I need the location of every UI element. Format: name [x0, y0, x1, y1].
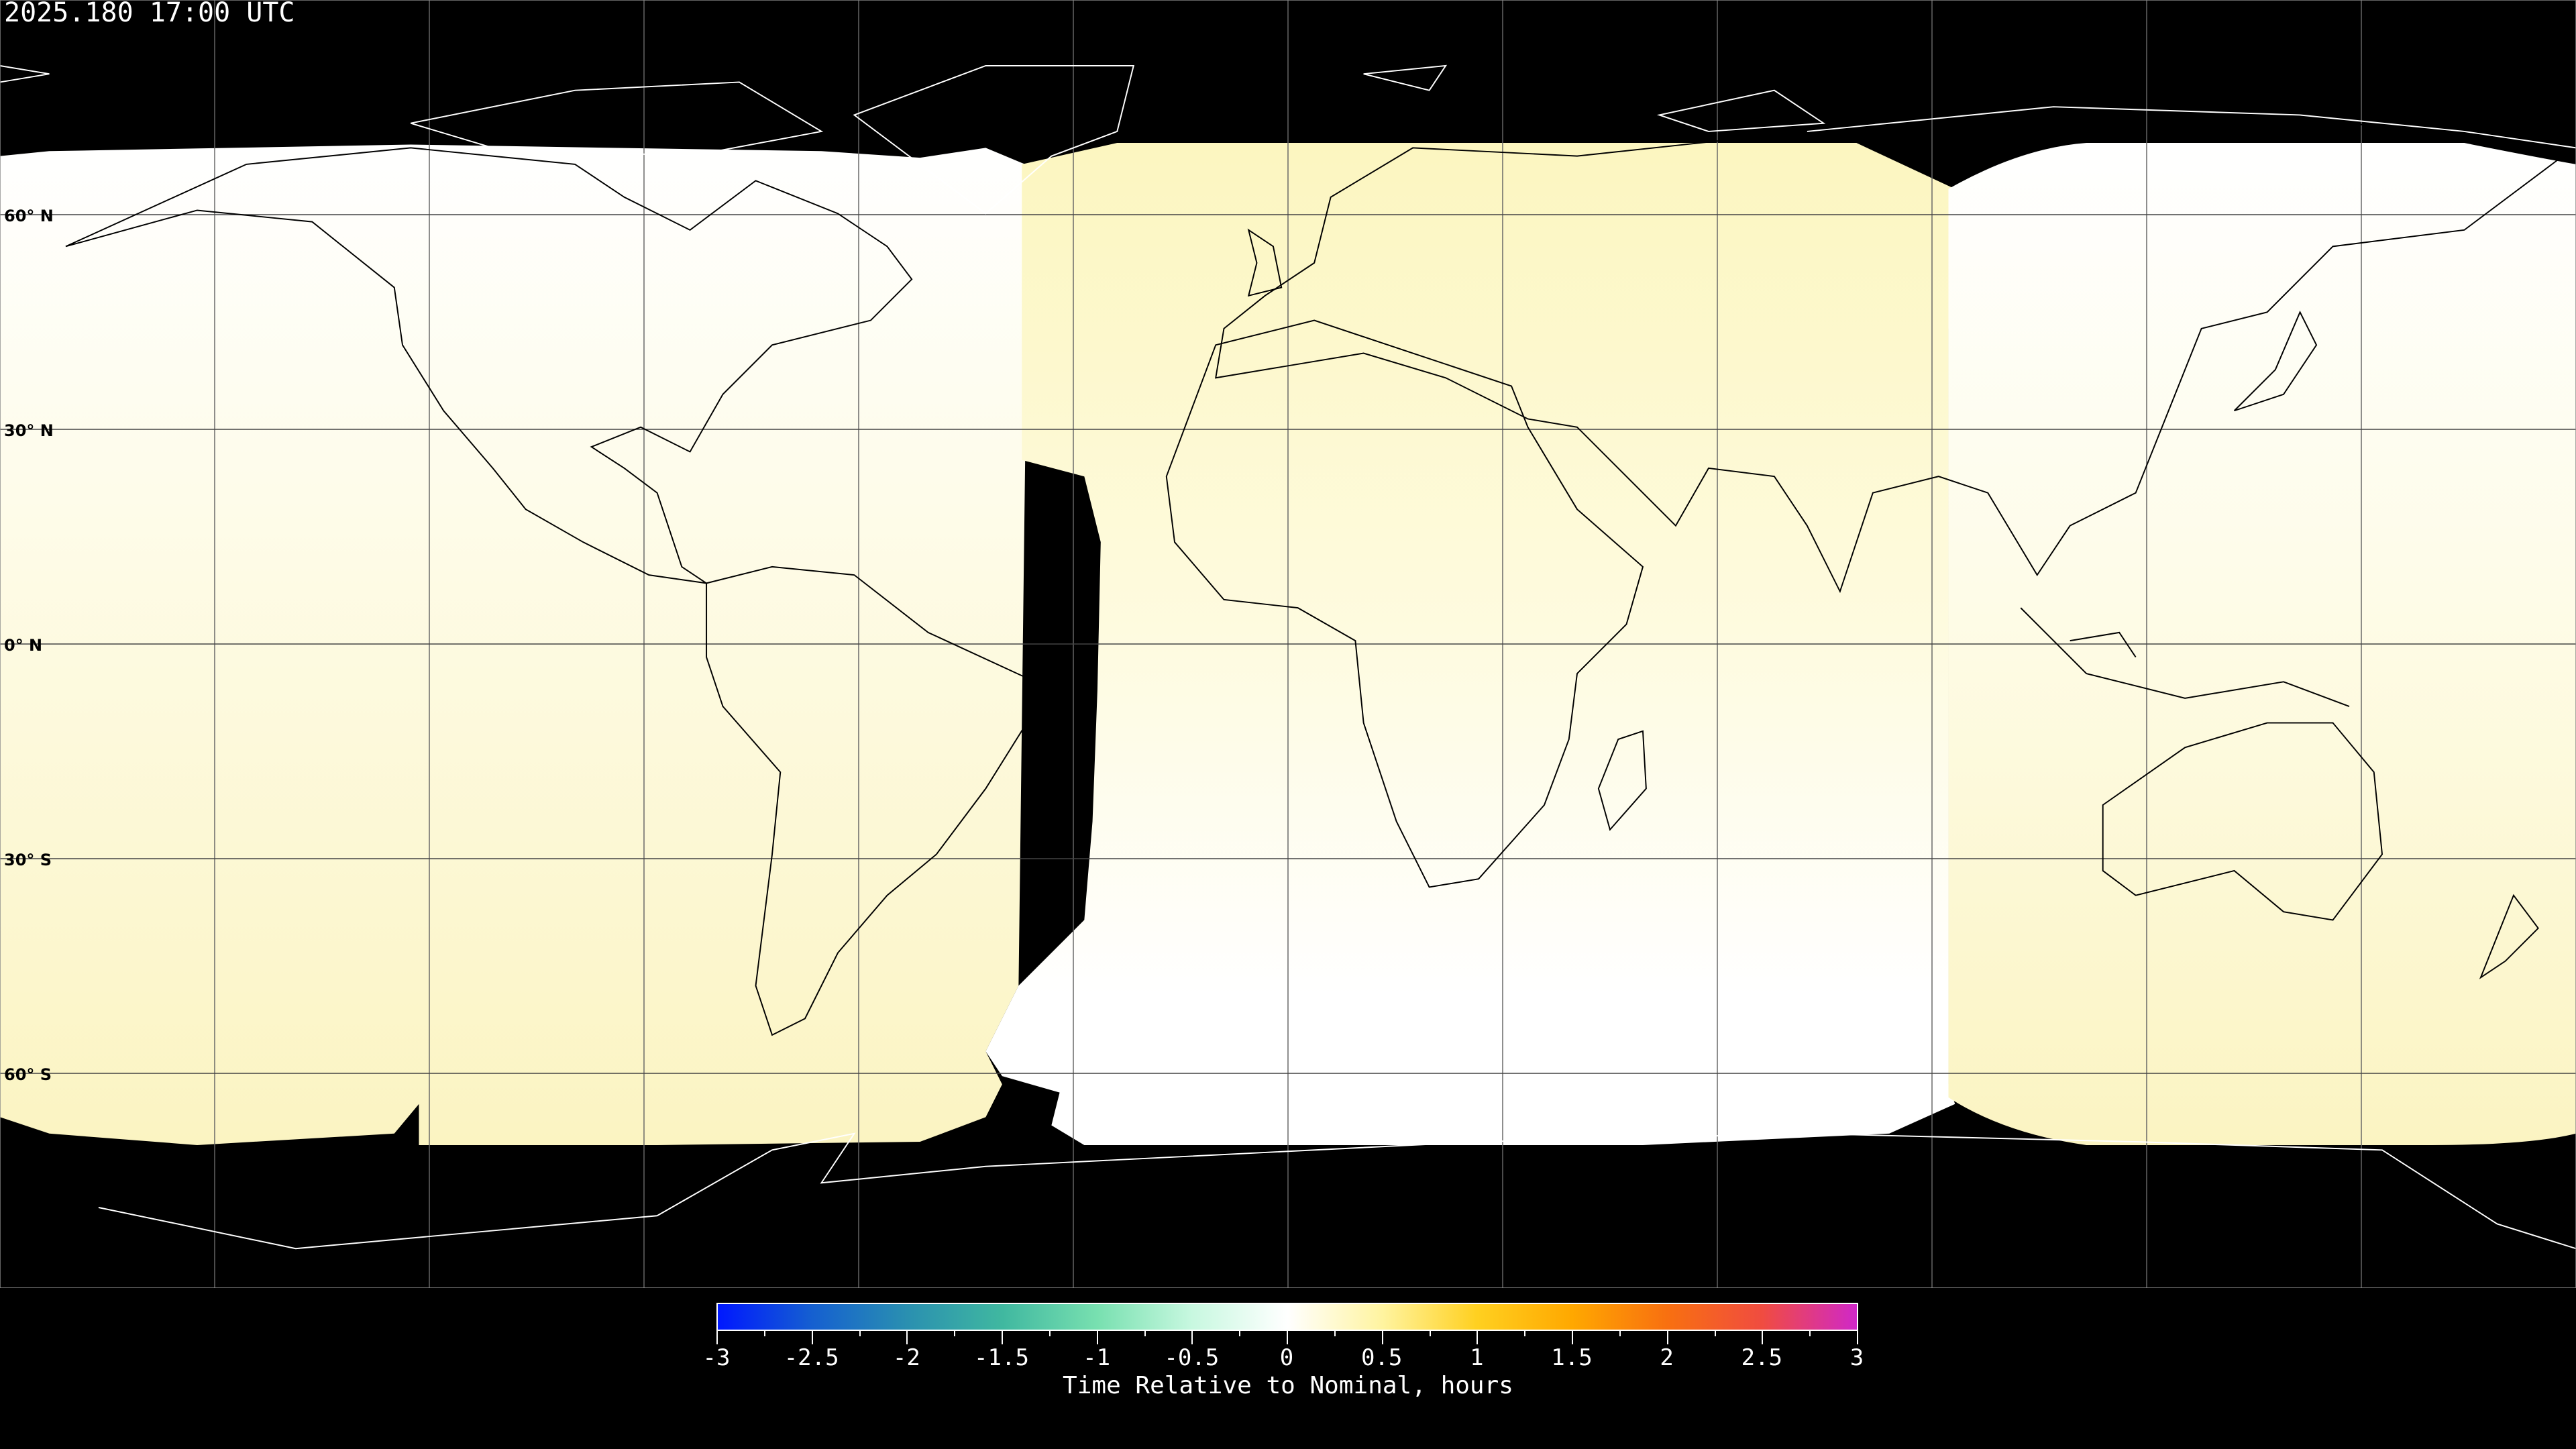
coast-siberia-north	[1807, 106, 2576, 149]
coast-indonesia	[2020, 607, 2350, 707]
colorbar-minor-tick	[1619, 1331, 1621, 1336]
colorbar-minor-tick	[1144, 1331, 1146, 1336]
colorbar	[716, 1303, 1858, 1331]
lat-label-60n: 60° N	[4, 207, 54, 225]
colorbar-major-tick	[906, 1331, 908, 1344]
colorbar-major-tick	[1666, 1331, 1668, 1344]
colorbar-tick-label: 1	[1470, 1344, 1484, 1371]
colorbar-major-tick	[1287, 1331, 1288, 1344]
colorbar-tick-label: -2	[892, 1344, 920, 1371]
timestamp-title: 2025.180 17:00 UTC	[4, 0, 295, 28]
lat-label-0: 0° N	[4, 636, 43, 655]
colorbar-tick-label: -1.5	[974, 1344, 1029, 1371]
colorbar-major-tick	[1002, 1331, 1003, 1344]
colorbar-tick-label: 3	[1849, 1344, 1864, 1371]
colorbar-minor-tick	[1049, 1331, 1051, 1336]
colorbar-minor-tick	[763, 1331, 765, 1336]
colorbar-tick-label: 2	[1660, 1344, 1674, 1371]
colorbar-minor-tick	[1429, 1331, 1431, 1336]
coastlines	[65, 106, 2565, 1036]
colorbar-major-tick	[716, 1331, 718, 1344]
colorbar-minor-tick	[1239, 1331, 1241, 1336]
graticule	[0, 0, 2576, 1288]
colorbar-minor-tick	[1334, 1331, 1336, 1336]
colorbar-minor-tick	[1714, 1331, 1716, 1336]
colorbar-major-tick	[1477, 1331, 1479, 1344]
colorbar-tick-label: -0.5	[1164, 1344, 1220, 1371]
colorbar-major-tick	[811, 1331, 813, 1344]
colorbar-tick-label: 0.5	[1360, 1344, 1403, 1371]
colorbar-minor-tick	[1524, 1331, 1526, 1336]
colorbar-major-tick	[1857, 1331, 1858, 1344]
coast-africa	[1165, 319, 1644, 888]
world-map	[0, 0, 2576, 1288]
coastlines-polar	[0, 64, 2576, 1250]
lat-label-30n: 30° N	[4, 421, 54, 440]
colorbar-title: Time Relative to Nominal, hours	[1063, 1372, 1513, 1399]
coast-new-zealand	[2479, 894, 2539, 979]
coast-north-america	[65, 147, 913, 584]
colorbar-tick-label: -1	[1083, 1344, 1111, 1371]
coast-uk	[1247, 228, 1283, 297]
coast-greenland	[853, 64, 1135, 215]
colorbar-tick-label: -2.5	[784, 1344, 839, 1371]
lat-label-60s: 60° S	[4, 1065, 52, 1084]
colorbar-minor-tick	[1809, 1331, 1811, 1336]
colorbar-tick-label: -3	[702, 1344, 731, 1371]
coast-antarctica	[98, 1132, 2576, 1250]
colorbar-major-tick	[1191, 1331, 1193, 1344]
colorbar-tick-label: 0	[1279, 1344, 1294, 1371]
coast-south-america	[706, 566, 1036, 1036]
coast-eurasia	[1215, 106, 2565, 594]
lat-label-30s: 30° S	[4, 851, 52, 869]
colorbar-minor-tick	[859, 1331, 861, 1336]
colorbar-major-tick	[1381, 1331, 1383, 1344]
coast-australia	[2102, 722, 2383, 921]
colorbar-major-tick	[1096, 1331, 1098, 1344]
colorbar-tick-label: 1.5	[1551, 1344, 1593, 1371]
data-region-west	[0, 144, 1026, 1145]
colorbar-major-tick	[1572, 1331, 1573, 1344]
colorbar-tick-label: 2.5	[1741, 1344, 1783, 1371]
coast-arctic-islands	[0, 64, 1826, 157]
colorbar-ticks: -3 -2.5 -2 -1.5 -1 -0.5 0 0.5 1 1.5 2 2.5 3	[703, 1331, 1864, 1385]
coast-madagascar	[1597, 730, 1647, 831]
colorbar-major-tick	[1762, 1331, 1764, 1344]
colorbar-minor-tick	[954, 1331, 956, 1336]
coast-japan	[2233, 310, 2318, 412]
